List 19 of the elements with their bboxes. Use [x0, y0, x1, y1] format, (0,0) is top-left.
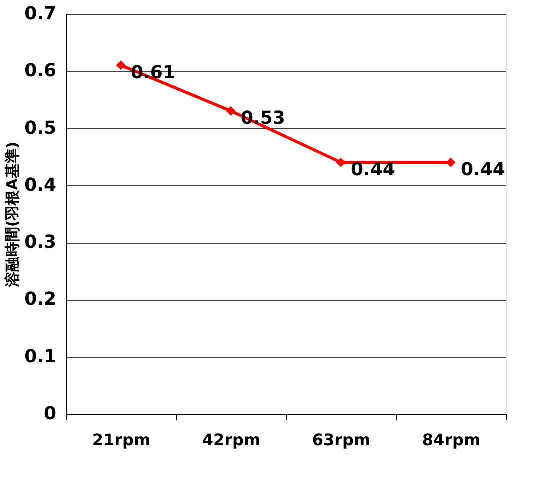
y-tick-label: 0.4: [24, 174, 56, 196]
y-tick-label: 0.6: [24, 60, 56, 82]
x-tick-label: 84rpm: [422, 430, 481, 450]
data-label: 0.44: [461, 160, 506, 181]
y-tick-label: 0.7: [24, 4, 56, 24]
y-tick-label: 0.5: [24, 118, 56, 139]
x-tick-label: 42rpm: [202, 430, 261, 450]
y-tick-label: 0.2: [24, 289, 56, 310]
point: [336, 158, 346, 168]
y-tick-label: 0.3: [24, 232, 56, 254]
x-tick-label: 21rpm: [92, 430, 151, 450]
point: [226, 106, 236, 116]
point: [446, 158, 456, 168]
y-tick-label: 0: [44, 404, 56, 424]
data-label: 0.44: [351, 160, 396, 181]
y-axis-title: 溶融時間(羽根A基準): [4, 142, 22, 288]
point: [116, 60, 126, 70]
y-tick-label: 0.1: [24, 346, 56, 368]
x-tick-label: 63rpm: [312, 430, 371, 450]
